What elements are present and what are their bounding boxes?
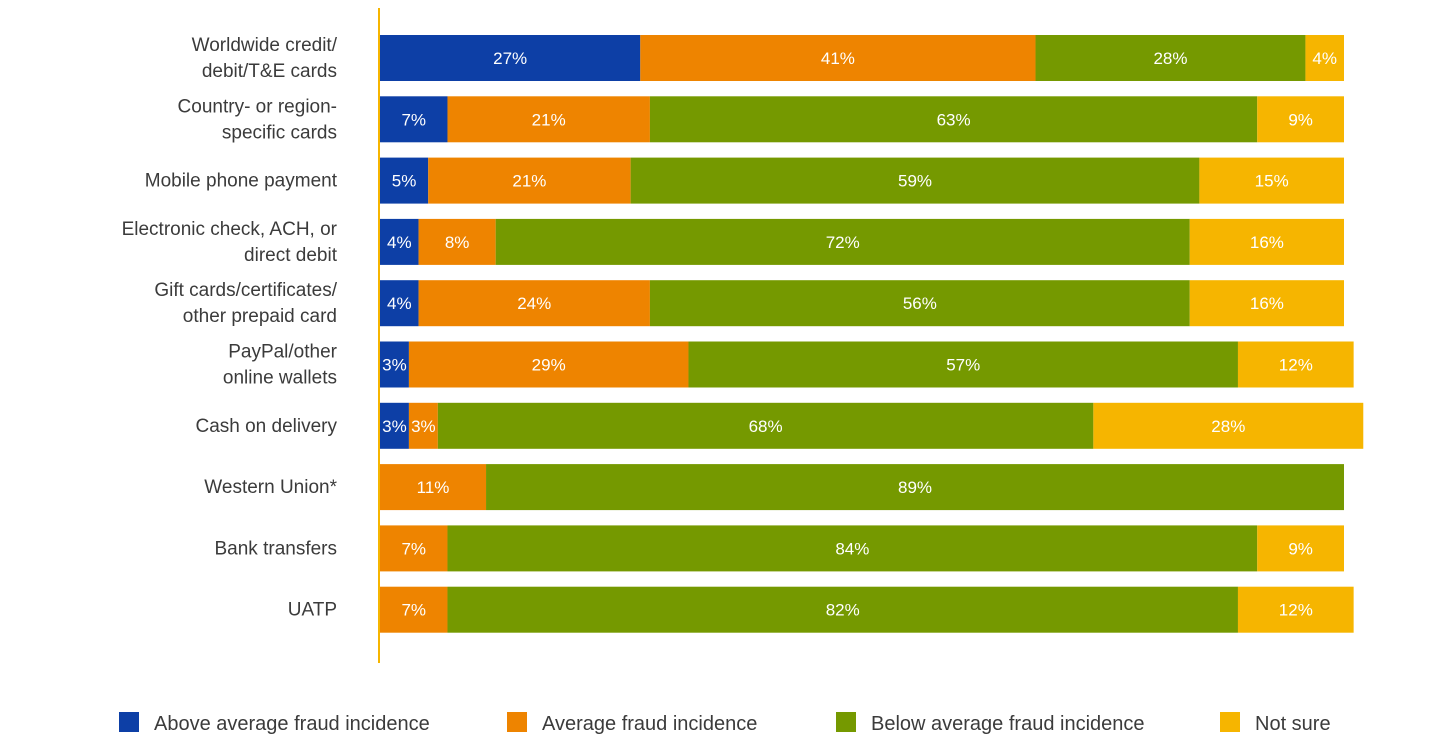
data-label: 8% [445,233,470,252]
bars: 27% 41% 28% 4% 7% 21% 63% 9% 5% 21% 59% 15% 4% 8% 72% 1… [380,35,1364,633]
data-label: 3% [382,356,407,375]
bar-segment [408,402,438,449]
data-label: 82% [826,601,860,620]
bar-segment [380,525,448,572]
bar-segment [380,96,448,143]
bar-segment [447,525,1258,572]
legend: Above average fraud incidence Average fra… [119,712,1331,735]
bar-segment [1199,157,1344,204]
data-label: 7% [401,539,426,558]
category-label: Western Union* [204,477,337,498]
data-label: 3% [411,417,436,436]
bar-segment [630,157,1200,204]
data-label: 89% [898,478,932,497]
category-label: Country- or region-specific cards [178,96,337,143]
category-label: Cash on delivery [195,416,337,437]
bar-segment [380,218,419,265]
category-label: Gift cards/certificates/other prepaid ca… [154,280,337,327]
data-label: 12% [1279,356,1313,375]
category-label: Electronic check, ACH, or direct debit [122,219,338,266]
data-label: 7% [401,110,426,129]
bar-segment [380,157,429,204]
legend-swatch [836,712,856,732]
data-label: 4% [387,233,412,252]
category-label: PayPal/other online wallets [223,342,338,389]
data-label: 7% [401,601,426,620]
data-label: 9% [1288,539,1313,558]
bar-segment [437,402,1094,449]
data-label: 41% [821,49,855,68]
bar-segment [418,280,650,327]
bar-segment [380,464,487,511]
category-label: Worldwide credit/debit/T&E cards [192,35,338,82]
data-label: 4% [387,294,412,313]
bar-segment [447,96,650,143]
category-label: Bank transfers [215,538,338,559]
bar-segment [495,218,1190,265]
data-label: 5% [392,172,417,191]
category-label: Mobile phone payment [145,171,338,192]
bar-segment [380,35,641,81]
bar-segment [1093,402,1364,449]
data-label: 59% [898,172,932,191]
data-label: 63% [937,110,971,129]
bar-segment [649,96,1258,143]
legend-label: Average fraud incidence [542,713,757,735]
bar-segment [1305,35,1344,81]
data-label: 16% [1250,233,1284,252]
bar-segment [1189,218,1344,265]
data-label: 28% [1153,49,1187,68]
data-label: 27% [493,49,527,68]
bar-segment [1257,96,1344,143]
data-label: 29% [532,356,566,375]
bar-segment [428,157,631,204]
bar-segment [408,341,689,388]
category-label: UATP [288,600,337,621]
bar-segment [1237,586,1354,633]
bar-segment [418,218,496,265]
bar-segment [1189,280,1344,327]
data-label: 4% [1312,49,1337,68]
data-label: 84% [835,539,869,558]
legend-swatch [507,712,527,732]
bar-segment [380,586,448,633]
bar-segment [649,280,1190,327]
data-label: 68% [749,417,783,436]
data-label: 15% [1255,172,1289,191]
bar-segment [688,341,1238,388]
legend-label: Below average fraud incidence [871,713,1145,735]
data-label: 57% [946,356,980,375]
bar-segment [380,341,409,388]
data-label: 21% [512,172,546,191]
bar-segment [380,402,409,449]
legend-swatch [1220,712,1240,732]
legend-label: Not sure [1255,713,1331,735]
legend-swatch [119,712,139,732]
data-label: 72% [826,233,860,252]
bar-segment [1257,525,1344,572]
data-label: 56% [903,294,937,313]
bar-segment [380,280,419,327]
bar-segment [1237,341,1354,388]
category-labels: Worldwide credit/debit/T&E cards Country-… [122,35,338,621]
bar-segment [447,586,1238,633]
bar-segment [1035,35,1306,81]
data-label: 16% [1250,294,1284,313]
data-label: 24% [517,294,551,313]
bar-segment [640,35,1036,81]
data-label: 11% [417,478,450,497]
data-label: 3% [382,417,407,436]
bar-segment [486,464,1344,511]
data-label: 9% [1288,110,1313,129]
data-label: 21% [532,110,566,129]
data-label: 28% [1211,417,1245,436]
legend-label: Above average fraud incidence [154,713,430,735]
data-label: 12% [1279,601,1313,620]
